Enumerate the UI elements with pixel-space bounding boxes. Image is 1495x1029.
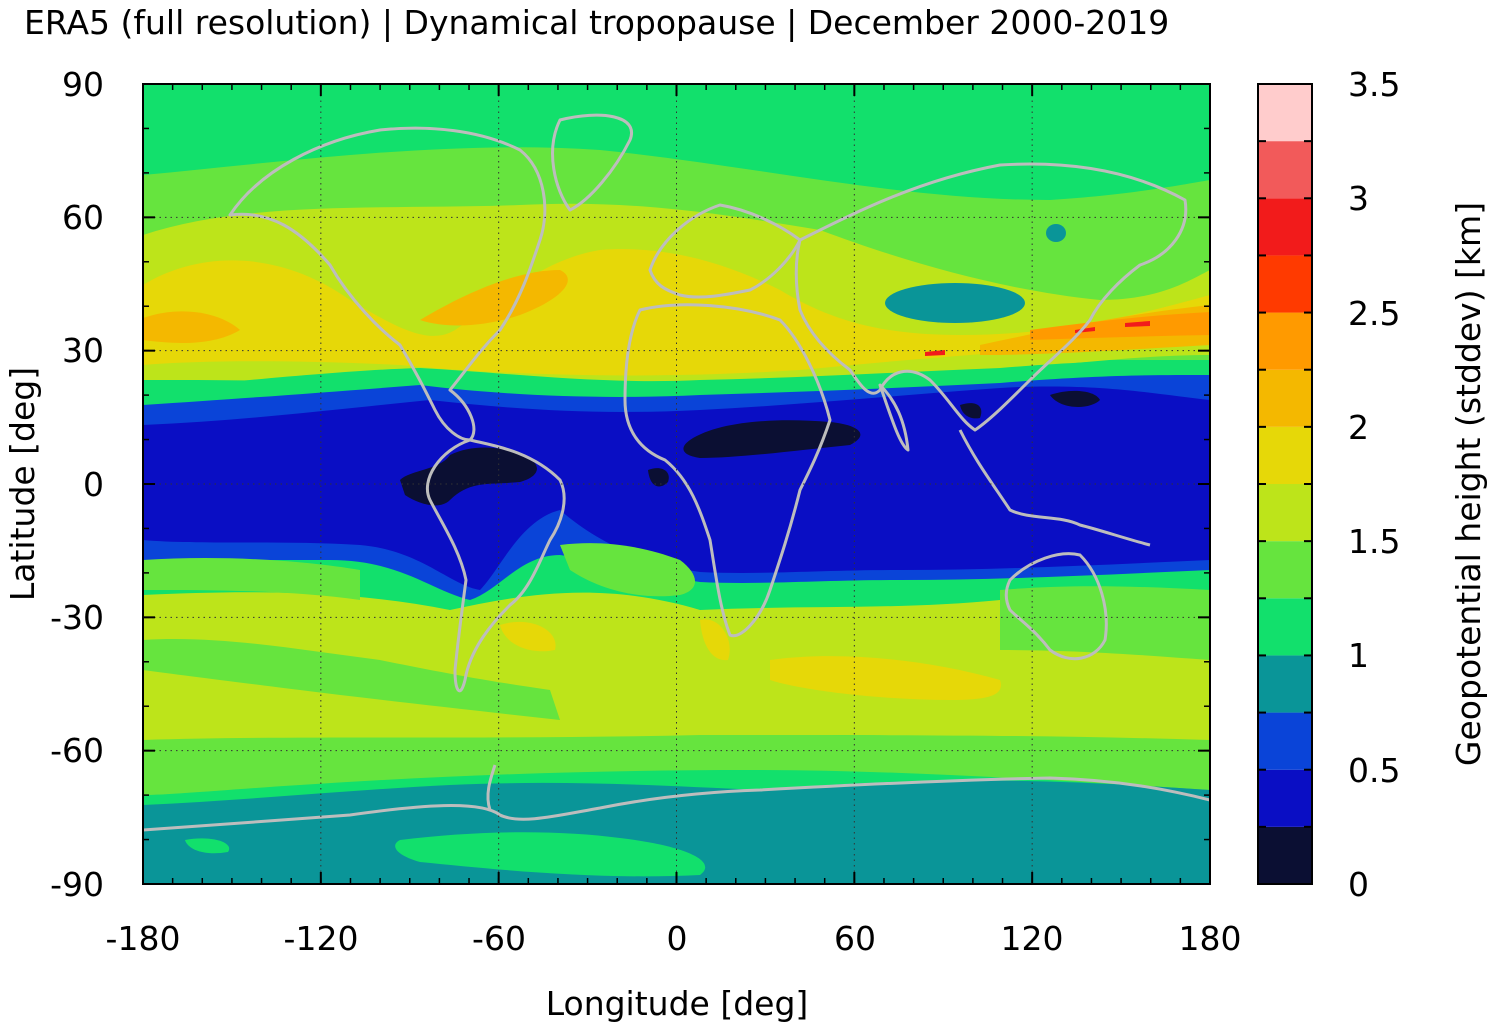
y-tick-label: 60 xyxy=(62,198,104,237)
field-region-north-mid xyxy=(143,147,1210,396)
colorbar-label: Geopotential height (stddev) [km] xyxy=(1449,202,1488,766)
coast-india xyxy=(878,383,910,452)
x-tick-labels: -180 -120 -60 0 60 120 180 xyxy=(106,919,1242,958)
y-tick-label: -30 xyxy=(50,598,104,637)
y-tick-labels: 90 60 30 0 -30 -60 -90 xyxy=(50,65,104,904)
coast-south-america xyxy=(425,438,566,693)
coast-australia xyxy=(1004,552,1108,661)
colorbar-segment xyxy=(1258,769,1312,827)
coastlines xyxy=(143,113,1210,832)
y-tick-label: 90 xyxy=(62,65,104,104)
colorbar-ticks xyxy=(1258,83,1312,885)
colorbar-segment xyxy=(1258,655,1312,713)
colorbar-tick-label: 3 xyxy=(1348,179,1369,218)
colorbar-segment xyxy=(1258,369,1312,427)
coast-greenland xyxy=(551,113,634,212)
colorbar-segment xyxy=(1258,198,1312,256)
colorbar-tick-label: 3.5 xyxy=(1348,65,1400,104)
y-axis-label: Latitude [deg] xyxy=(3,367,42,601)
coast-asia xyxy=(794,162,1188,432)
coast-africa xyxy=(623,303,832,638)
colorbar-segment xyxy=(1258,712,1312,770)
colorbar-tick-label: 1.5 xyxy=(1348,522,1400,561)
colorbar-segment xyxy=(1258,541,1312,599)
y-tick-label: 0 xyxy=(83,465,104,504)
x-tick-label: -60 xyxy=(472,919,526,958)
colorbar-segment xyxy=(1258,426,1312,484)
colorbar-tick-label: 0 xyxy=(1348,865,1369,904)
colorbar-segment xyxy=(1258,598,1312,656)
x-tick-label: -180 xyxy=(106,919,181,958)
coast-europe xyxy=(648,203,802,299)
map-plot-area xyxy=(143,84,1210,884)
coast-antarctica xyxy=(143,776,1210,832)
y-tick-label: 30 xyxy=(62,331,104,370)
x-tick-label: 60 xyxy=(834,919,876,958)
colorbar-segment xyxy=(1258,826,1312,884)
coast-southeast-asia xyxy=(958,429,1151,547)
y-tick-label: -60 xyxy=(50,731,104,770)
x-tick-label: 180 xyxy=(1179,919,1242,958)
colorbar-tick-label: 1 xyxy=(1348,636,1369,675)
colorbar xyxy=(1258,84,1312,884)
x-tick-label: 120 xyxy=(1001,919,1064,958)
colorbar-segment xyxy=(1258,255,1312,313)
colorbar-tick-label: 2.5 xyxy=(1348,294,1400,333)
x-axis-label: Longitude [deg] xyxy=(546,984,809,1023)
coast-north-america xyxy=(228,126,547,442)
colorbar-tick-label: 0.5 xyxy=(1348,751,1400,790)
colorbar-segment xyxy=(1258,484,1312,542)
coast-antarctic-peninsula xyxy=(486,764,497,811)
colorbar-segment xyxy=(1258,141,1312,199)
x-tick-label: 0 xyxy=(667,919,688,958)
figure-title: ERA5 (full resolution) | Dynamical tropo… xyxy=(24,3,1169,42)
y-tick-label: -90 xyxy=(50,865,104,904)
x-tick-label: -120 xyxy=(284,919,359,958)
major-ticks xyxy=(142,83,1211,885)
colorbar-segment xyxy=(1258,84,1312,142)
colorbar-segment xyxy=(1258,312,1312,370)
field-region-tropics xyxy=(143,360,1210,600)
colorbar-tick-label: 2 xyxy=(1348,408,1369,447)
gridlines xyxy=(143,84,1210,884)
colorbar-tick-labels: 0 0.5 1 1.5 2 2.5 3 3.5 xyxy=(1348,65,1400,904)
